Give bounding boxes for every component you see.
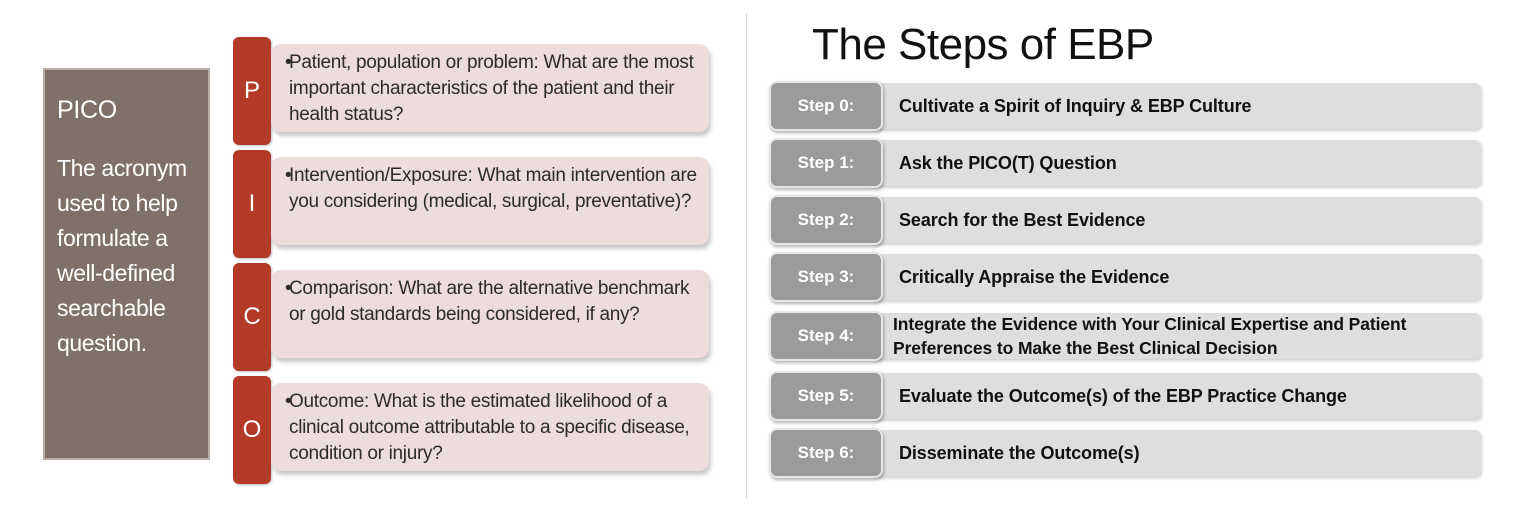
step-label: Step 6: [769,428,883,478]
ebp-step-1: Step 1: Ask the PICO(T) Question [769,138,1482,188]
pico-letter: C [233,263,271,371]
pico-item-i: I • Intervention/Exposure: What main int… [233,150,711,258]
pico-text: Intervention/Exposure: What main interve… [289,165,697,212]
pico-text-box: • Outcome: What is the estimated likelih… [271,383,709,471]
panel-divider [746,14,747,498]
step-label: Step 5: [769,371,883,421]
step-text: Evaluate the Outcome(s) of the EBP Pract… [899,385,1347,406]
step-text: Search for the Best Evidence [899,209,1146,230]
pico-letter: I [233,150,271,258]
ebp-step-0: Step 0: Cultivate a Spirit of Inquiry & … [769,81,1482,131]
step-label: Step 3: [769,252,883,302]
ebp-title: The Steps of EBP [812,20,1154,69]
pico-item-p: P • Patient, population or problem: What… [233,37,711,145]
step-text: Disseminate the Outcome(s) [899,442,1140,463]
step-label: Step 1: [769,138,883,188]
bullet-icon: • [285,52,292,73]
step-text: Cultivate a Spirit of Inquiry & EBP Cult… [899,95,1252,116]
step-text: Ask the PICO(T) Question [899,152,1117,173]
pico-summary-box: PICO The acronym used to help formulate … [43,68,210,460]
step-label: Step 0: [769,81,883,131]
pico-text-box: • Intervention/Exposure: What main inter… [271,157,709,245]
ebp-step-5: Step 5: Evaluate the Outcome(s) of the E… [769,371,1482,421]
pico-letter: O [233,376,271,484]
step-bar [869,140,1481,186]
ebp-step-4: Step 4: Integrate the Evidence with Your… [769,311,1482,361]
step-text: Critically Appraise the Evidence [899,266,1170,287]
pico-text: Outcome: What is the estimated likelihoo… [289,391,690,464]
pico-text-box: • Comparison: What are the alternative b… [271,270,709,358]
pico-text-box: • Patient, population or problem: What a… [271,44,709,132]
step-text: Integrate the Evidence with Your Clinica… [893,314,1407,358]
step-bar [869,254,1481,300]
step-label: Step 2: [769,195,883,245]
pico-text: Comparison: What are the alternative ben… [289,278,690,325]
ebp-step-3: Step 3: Critically Appraise the Evidence [769,252,1482,302]
step-bar [869,83,1481,129]
ebp-step-2: Step 2: Search for the Best Evidence [769,195,1482,245]
bullet-icon: • [285,278,292,299]
pico-description: The acronym used to help formulate a wel… [57,155,187,356]
pico-title: PICO [57,96,117,124]
bullet-icon: • [285,165,292,186]
pico-item-o: O • Outcome: What is the estimated likel… [233,376,711,484]
pico-letter: P [233,37,271,145]
step-bar [869,430,1481,476]
bullet-icon: • [285,391,292,412]
pico-item-c: C • Comparison: What are the alternative… [233,263,711,371]
step-bar [869,313,1481,359]
step-bar [869,197,1481,243]
step-bar [869,373,1481,419]
ebp-step-6: Step 6: Disseminate the Outcome(s) [769,428,1482,478]
pico-text: Patient, population or problem: What are… [289,52,694,125]
step-label: Step 4: [769,311,883,361]
